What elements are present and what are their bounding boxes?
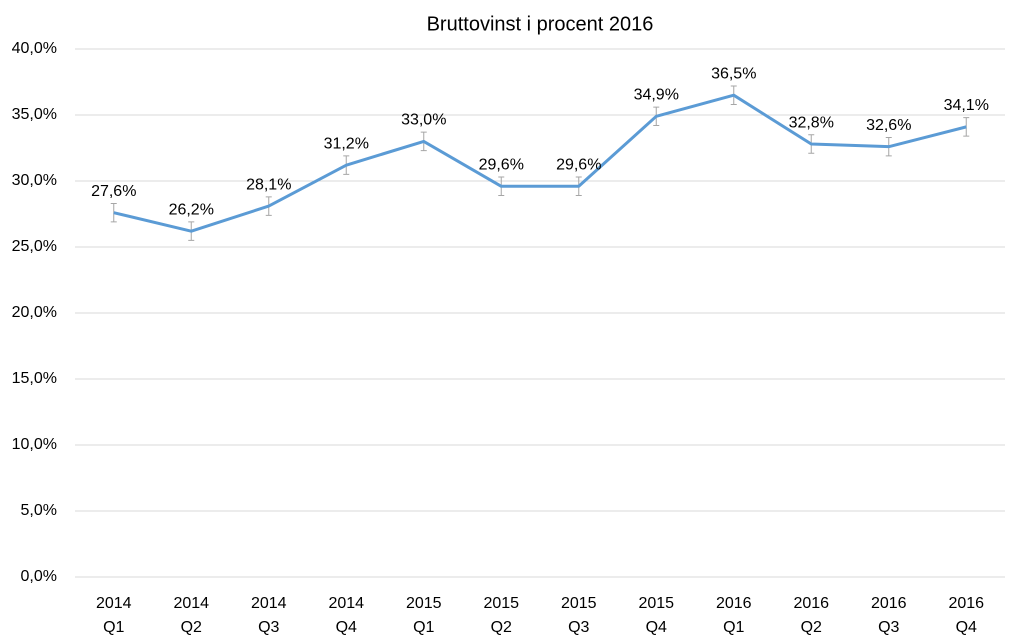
y-tick-label: 35,0% [12, 106, 57, 123]
y-tick-label: 0,0% [21, 568, 57, 585]
y-tick-label: 10,0% [12, 436, 57, 453]
x-tick-label: Q1 [413, 619, 434, 636]
x-tick-label: Q2 [181, 619, 202, 636]
y-tick-label: 30,0% [12, 172, 57, 189]
x-tick-label: Q4 [646, 619, 667, 636]
x-tick-label: 2015 [561, 595, 597, 612]
x-tick-label: Q2 [801, 619, 822, 636]
x-tick-label: Q1 [103, 619, 124, 636]
data-label: 28,1% [246, 176, 291, 193]
y-tick-label: 20,0% [12, 304, 57, 321]
data-label: 27,6% [91, 183, 136, 200]
data-label: 36,5% [711, 65, 756, 82]
x-tick-label: 2016 [793, 595, 829, 612]
data-line [113, 93, 967, 233]
data-label: 34,9% [634, 87, 679, 104]
x-tick-label: 2014 [328, 595, 364, 612]
x-tick-label: Q4 [956, 619, 977, 636]
y-tick-label: 40,0% [12, 40, 57, 57]
x-tick-label: Q3 [258, 619, 279, 636]
x-tick-label: Q4 [336, 619, 357, 636]
x-tick-label: 2015 [638, 595, 674, 612]
data-label: 31,2% [324, 135, 369, 152]
x-tick-label: 2015 [406, 595, 442, 612]
x-tick-label: 2014 [251, 595, 287, 612]
x-tick-label: Q3 [568, 619, 589, 636]
data-label: 29,6% [556, 156, 601, 173]
y-tick-label: 25,0% [12, 238, 57, 255]
x-tick-label: 2016 [871, 595, 907, 612]
data-label: 29,6% [479, 156, 524, 173]
data-label: 32,8% [789, 114, 834, 131]
data-label: 34,1% [944, 97, 989, 114]
data-label: 26,2% [169, 201, 214, 218]
x-tick-label: Q3 [878, 619, 899, 636]
x-tick-label: 2014 [96, 595, 132, 612]
x-tick-label: Q1 [723, 619, 744, 636]
x-tick-label: 2016 [716, 595, 752, 612]
x-tick-label: 2016 [948, 595, 984, 612]
data-label: 32,6% [866, 117, 911, 134]
y-tick-label: 15,0% [12, 370, 57, 387]
x-tick-label: 2014 [173, 595, 209, 612]
x-tick-label: Q2 [491, 619, 512, 636]
data-label: 33,0% [401, 112, 446, 129]
x-tick-label: 2015 [483, 595, 519, 612]
y-tick-label: 5,0% [21, 502, 57, 519]
chart-title: Bruttovinst i procent 2016 [427, 13, 654, 35]
